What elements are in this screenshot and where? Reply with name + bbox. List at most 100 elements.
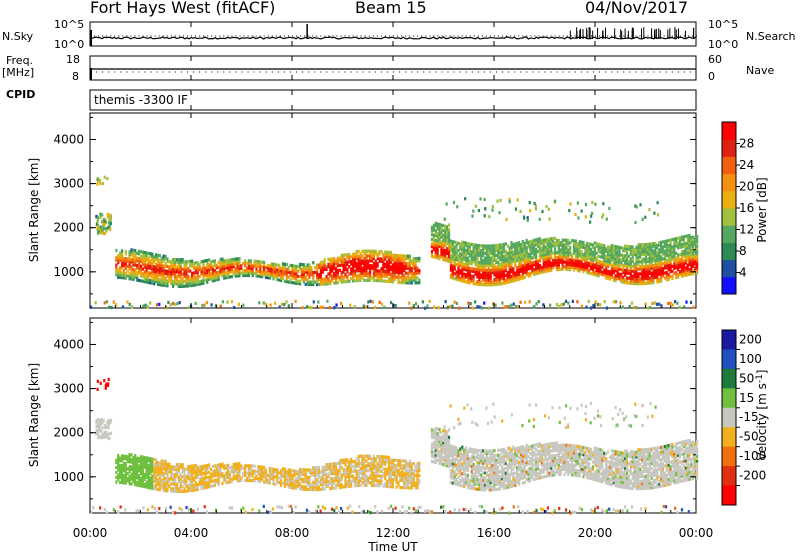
echo-cell (633, 264, 636, 269)
echo-cell (208, 485, 211, 489)
echo-cell (553, 199, 557, 203)
echo-cell (346, 458, 349, 462)
echo-cell (251, 474, 254, 478)
echo-cell (249, 466, 252, 470)
echo-cell (436, 227, 439, 231)
echo-cell (627, 259, 631, 263)
echo-cell (652, 266, 655, 270)
echo-cell (98, 229, 101, 233)
echo-cell (153, 257, 156, 261)
echo-cell (624, 268, 627, 272)
echo-cell (461, 255, 464, 259)
echo-cell (461, 267, 464, 271)
echo-cell (639, 282, 642, 286)
echo-cell (287, 485, 290, 489)
echo-cell (172, 262, 175, 267)
echo-cell (141, 484, 144, 488)
echo-cell (363, 264, 366, 268)
echo-cell (215, 463, 218, 468)
radar-title: Fort Hays West (fitACF) (90, 0, 276, 17)
echo-cell (160, 259, 163, 263)
echo-cell (517, 241, 521, 245)
echo-cell (548, 242, 551, 246)
echo-cell (145, 270, 148, 274)
echo-cell (571, 263, 574, 267)
echo-cell (506, 263, 509, 267)
echo-cell (168, 484, 171, 488)
echo-cell (684, 271, 687, 275)
echo-cell (472, 252, 475, 257)
echo-cell (236, 462, 239, 466)
echo-cell (557, 263, 560, 267)
echo-cell (495, 280, 498, 284)
echo-cell (365, 271, 368, 275)
echo-cell (331, 472, 334, 476)
echo-cell (173, 489, 177, 493)
echo-cell (312, 466, 315, 470)
echo-cell (120, 266, 124, 270)
echo-cell (183, 267, 186, 271)
echo-cell (517, 275, 521, 279)
echo-cell (658, 255, 661, 259)
echo-cell (463, 258, 466, 262)
echo-cell (474, 282, 477, 286)
echo-cell (312, 280, 315, 284)
echo-cell (596, 506, 599, 510)
echo-cell (289, 485, 292, 489)
echo-cell (688, 248, 691, 252)
echo-cell (504, 254, 507, 258)
echo-cell (500, 247, 504, 252)
echo-cell (461, 262, 464, 266)
echo-cell (595, 266, 598, 270)
echo-cell (391, 280, 394, 284)
echo-cell (363, 473, 366, 478)
echo-cell (550, 266, 553, 270)
echo-cell (525, 253, 528, 257)
echo-cell (351, 267, 355, 271)
echo-cell (536, 264, 540, 268)
echo-cell (289, 271, 292, 275)
echo-cell (259, 477, 262, 481)
echo-cell (348, 474, 351, 479)
echo-cell (410, 278, 413, 283)
echo-cell (678, 238, 682, 242)
echo-cell (669, 260, 672, 264)
echo-cell (468, 266, 471, 270)
echo-cell (348, 465, 351, 469)
echo-cell (336, 469, 340, 473)
echo-cell (177, 487, 180, 491)
echo-cell (440, 225, 443, 230)
echo-cell (226, 270, 230, 275)
echo-cell (172, 260, 175, 264)
echo-cell (686, 265, 689, 270)
echo-cell (621, 305, 624, 309)
echo-cell (359, 476, 362, 480)
echo-cell (132, 477, 135, 482)
echo-cell (553, 263, 557, 267)
echo-cell (614, 509, 618, 513)
echo-cell (160, 478, 163, 482)
echo-cell (671, 250, 674, 254)
echo-cell (126, 472, 129, 476)
echo-cell (162, 278, 165, 283)
echo-cell (264, 273, 268, 277)
echo-cell (261, 270, 264, 274)
echo-cell (677, 255, 680, 260)
echo-cell (136, 266, 139, 270)
echo-cell (117, 463, 120, 467)
echo-cell (482, 244, 485, 248)
echo-cell (631, 269, 634, 273)
echo-cell (221, 481, 224, 486)
echo-cell (459, 247, 462, 251)
echo-cell (334, 273, 338, 278)
echo-cell (122, 273, 126, 278)
echo-cell (312, 487, 315, 492)
echo-cell (461, 250, 464, 254)
echo-cell (408, 281, 411, 285)
echo-cell (561, 262, 564, 267)
echo-cell (170, 477, 173, 481)
echo-cell (401, 280, 404, 285)
echo-cell (563, 253, 566, 257)
echo-cell (151, 457, 154, 461)
echo-cell (578, 252, 581, 256)
